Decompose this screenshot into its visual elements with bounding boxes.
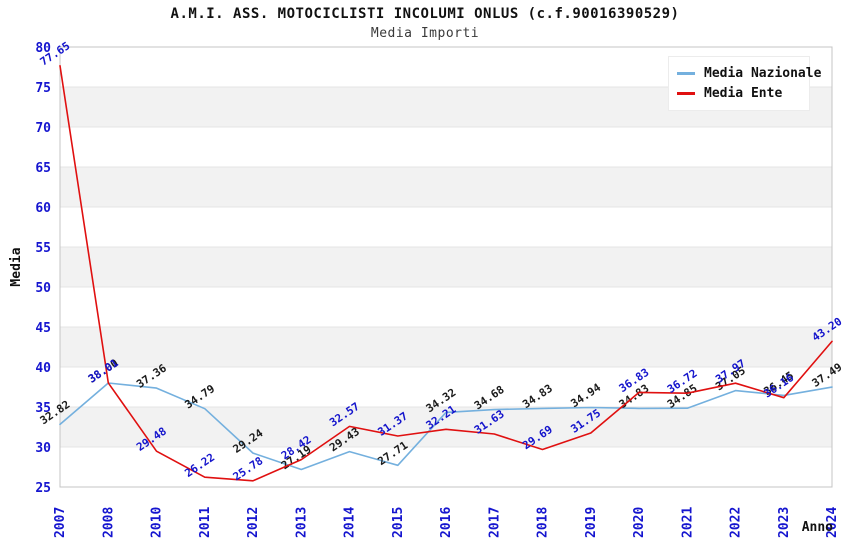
band (60, 327, 832, 367)
y-axis-title: Media (9, 247, 24, 286)
x-tick-label: 2011 (198, 507, 213, 538)
x-tick-label: 2016 (439, 507, 454, 538)
y-tick-label: 55 (35, 241, 51, 256)
x-tick-label: 2015 (391, 507, 406, 538)
point-label: 26.22 (182, 451, 217, 480)
series-line-1 (59, 65, 833, 482)
x-tick-label: 2010 (150, 507, 165, 538)
legend-item-media-ente: Media Ente (677, 83, 801, 103)
legend-label-media-nazionale: Media Nazionale (704, 65, 822, 81)
y-tick-label: 45 (35, 321, 51, 336)
media-ente-line-swatch (677, 91, 695, 95)
series-line-0 (59, 382, 833, 471)
x-tick-label: 2007 (53, 507, 68, 538)
y-tick-label: 30 (35, 441, 51, 456)
band (60, 247, 832, 287)
y-tick-label: 40 (35, 361, 51, 376)
legend: Media Nazionale Media Ente (668, 56, 821, 111)
x-tick-label: 2008 (101, 507, 116, 538)
y-tick-label: 60 (35, 201, 51, 216)
chart-title: A.M.I. ASS. MOTOCICLISTI INCOLUMI ONLUS … (170, 6, 680, 22)
band (60, 407, 832, 447)
y-tick-label: 70 (35, 121, 51, 136)
plot-border (59, 46, 833, 488)
chart-subtitle: Media Importi (370, 26, 480, 41)
x-axis-title: Anno (802, 520, 833, 535)
x-tick-label: 2020 (632, 507, 647, 538)
y-tick-label: 25 (35, 481, 51, 496)
point-label: 34.94 (568, 381, 603, 411)
y-tick-label: 80 (35, 41, 51, 56)
x-tick-label: 2019 (584, 507, 599, 538)
legend-item-media-nazionale: Media Nazionale (677, 63, 821, 83)
x-tick-label: 2022 (729, 507, 744, 538)
y-tick-label: 35 (35, 401, 51, 416)
y-tick-label: 75 (35, 81, 51, 96)
x-tick-label: 2021 (680, 507, 695, 538)
x-tick-label: 2014 (343, 507, 358, 538)
x-tick-label: 2012 (246, 507, 261, 538)
x-tick-label: 2013 (294, 507, 309, 538)
legend-label-media-ente: Media Ente (704, 85, 783, 101)
chart-generated-layer: 25 30 35 40 45 50 55 60 65 70 75 80 2007 2008 2010 2011… (35, 39, 844, 538)
band (60, 167, 832, 207)
y-tick-label: 50 (35, 281, 51, 296)
y-tick-label: 65 (35, 161, 51, 176)
x-tick-label: 2017 (487, 507, 502, 538)
media-nazionale-line-swatch (677, 71, 695, 75)
x-tick-label: 2023 (777, 507, 792, 538)
point-label: 25.78 (231, 454, 266, 483)
x-tick-label: 2024 (825, 507, 840, 538)
x-tick-label: 2018 (536, 507, 551, 538)
